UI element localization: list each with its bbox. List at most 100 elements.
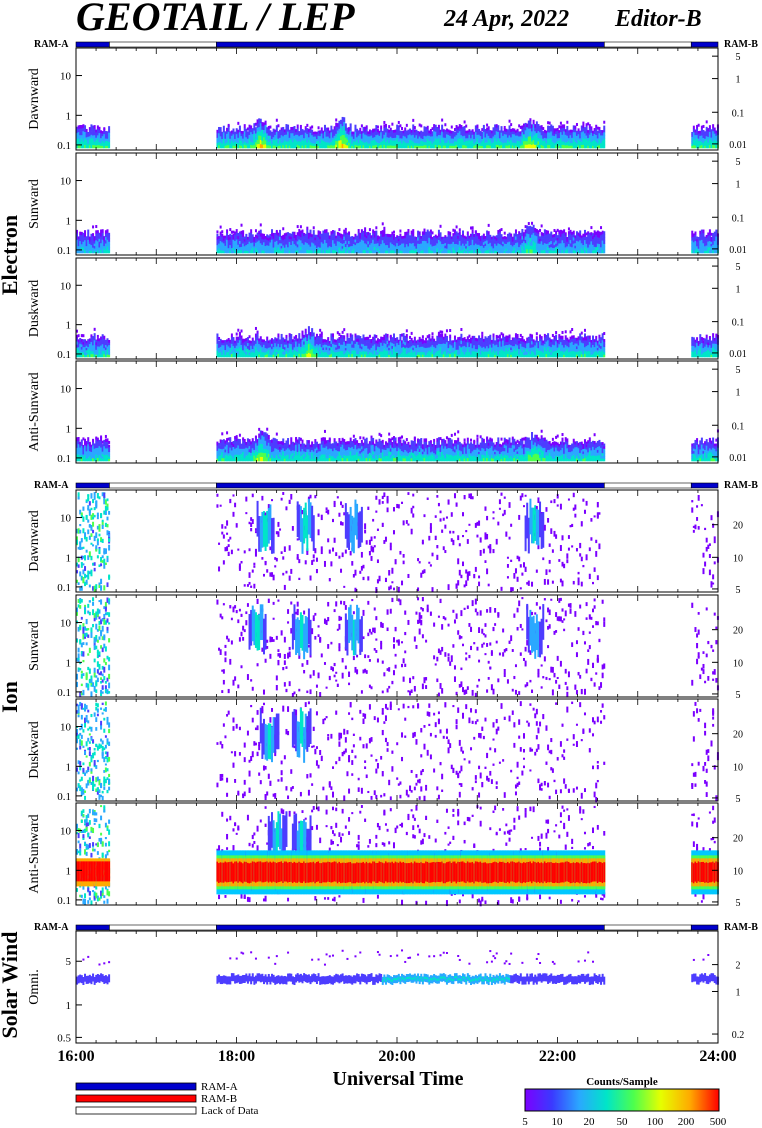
- data-cell: [436, 133, 439, 137]
- data-cell: [481, 138, 484, 142]
- data-cell: [540, 224, 543, 228]
- data-cell: [575, 145, 578, 149]
- data-cell: [243, 137, 246, 142]
- data-cell: [222, 138, 225, 142]
- data-cell: [492, 145, 495, 149]
- data-cell: [453, 128, 456, 132]
- data-cell: [92, 128, 95, 133]
- data-cell: [288, 142, 291, 146]
- data-cell: [312, 141, 315, 144]
- data-cell: [340, 131, 343, 137]
- data-cell: [256, 139, 259, 145]
- data-cell: [563, 131, 566, 135]
- data-cell: [235, 332, 238, 336]
- data-cell: [229, 131, 232, 135]
- data-cell: [307, 128, 310, 132]
- data-cell: [423, 135, 426, 140]
- data-cell: [370, 135, 373, 139]
- data-cell: [405, 135, 408, 139]
- data-cell: [333, 132, 336, 136]
- data-cell: [558, 130, 561, 133]
- data-cell: [465, 124, 468, 128]
- data-cell: [551, 132, 554, 136]
- data-cell: [280, 333, 283, 338]
- data-cell: [415, 145, 418, 149]
- data-cell: [242, 138, 245, 142]
- data-cell: [84, 131, 87, 136]
- data-cell: [261, 125, 264, 130]
- data-cell: [235, 133, 238, 137]
- data-cell: [447, 145, 450, 149]
- data-cell: [312, 332, 315, 337]
- data-cell: [592, 138, 595, 141]
- data-cell: [383, 131, 386, 135]
- data-cell: [103, 145, 106, 149]
- data-cell: [407, 132, 410, 136]
- data-cell: [510, 131, 513, 135]
- data-cell: [85, 145, 88, 149]
- data-cell: [282, 126, 285, 131]
- data-cell: [518, 136, 521, 139]
- data-cell: [331, 132, 335, 135]
- data-cell: [388, 137, 391, 141]
- data-cell: [362, 141, 365, 146]
- data-cell: [101, 131, 104, 134]
- data-cell: [301, 134, 304, 138]
- data-cell: [254, 130, 257, 134]
- data-cell: [550, 127, 553, 132]
- data-cell: [367, 145, 370, 149]
- data-cell: [583, 136, 586, 140]
- data-cell: [384, 132, 387, 136]
- data-cell: [309, 126, 312, 130]
- data-cell: [482, 128, 485, 132]
- data-cell: [370, 130, 373, 134]
- data-cell: [298, 131, 301, 134]
- data-cell: [470, 140, 473, 144]
- data-cell: [421, 136, 424, 139]
- data-cell: [418, 131, 421, 135]
- data-cell: [336, 133, 339, 138]
- data-cell: [352, 136, 355, 139]
- data-cell: [582, 124, 585, 129]
- data-cell: [593, 133, 596, 137]
- data-cell: [399, 145, 402, 149]
- data-cell: [283, 145, 286, 149]
- data-cell: [433, 124, 436, 128]
- data-cell: [521, 144, 524, 149]
- data-cell: [307, 142, 310, 146]
- data-cell: [502, 130, 505, 134]
- data-cell: [291, 144, 294, 149]
- data-cell: [566, 132, 569, 136]
- data-cell: [518, 124, 521, 128]
- data-cell: [445, 145, 448, 149]
- data-cell: [92, 135, 95, 139]
- data-cell: [93, 144, 96, 149]
- data-cell: [476, 134, 479, 139]
- data-cell: [359, 139, 362, 143]
- data-cell: [267, 125, 270, 130]
- data-cell: [386, 139, 389, 143]
- y-tick-label-left: 0.1: [57, 140, 71, 152]
- data-cell: [539, 228, 542, 232]
- data-cell: [519, 140, 522, 144]
- data-cell: [487, 144, 490, 149]
- data-cell: [98, 132, 101, 137]
- data-cell: [418, 140, 421, 144]
- data-cell: [96, 131, 99, 136]
- data-cell: [401, 143, 404, 146]
- data-cell: [251, 136, 254, 140]
- data-cell: [341, 139, 344, 144]
- data-cell: [356, 131, 359, 135]
- data-cell: [588, 124, 591, 128]
- data-cell: [555, 133, 558, 138]
- data-cell: [248, 134, 251, 139]
- data-cell: [401, 140, 404, 144]
- data-cell: [510, 128, 513, 132]
- data-cell: [343, 134, 346, 140]
- data-cell: [433, 141, 436, 145]
- data-cell: [327, 139, 330, 143]
- data-cell: [235, 128, 238, 132]
- data-cell: [392, 233, 395, 238]
- data-cell: [280, 137, 283, 141]
- data-cell: [452, 145, 455, 149]
